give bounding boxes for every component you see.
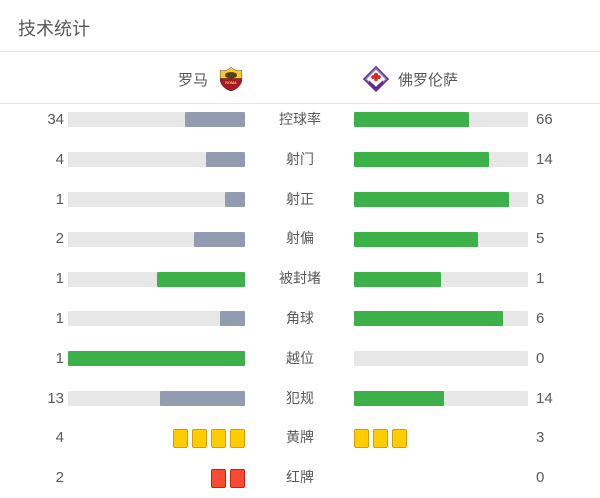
svg-text:ROMA: ROMA bbox=[225, 81, 237, 85]
